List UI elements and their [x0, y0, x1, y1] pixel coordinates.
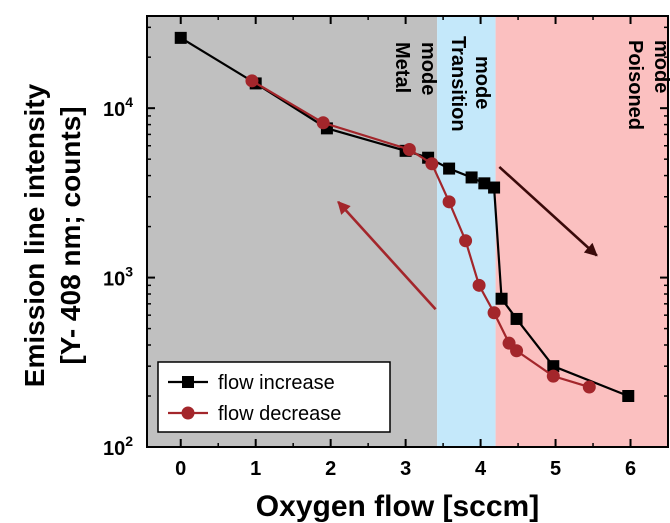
x-tick-label-0: 0	[175, 458, 186, 480]
x-tick-label-1: 1	[250, 458, 261, 480]
data-point-flow-decrease-6	[472, 278, 486, 292]
x-tick-label-4: 4	[475, 458, 487, 480]
y-tick-label-1: 103	[103, 264, 133, 291]
y-axis-label-line-2: [Y- 408 nm; counts]	[55, 106, 86, 364]
data-point-flow-increase-5	[443, 162, 456, 175]
data-point-flow-increase-9	[495, 292, 508, 305]
data-point-flow-decrease-4	[442, 195, 456, 209]
legend-label-flow-decrease: flow decrease	[218, 403, 341, 425]
y-tick-label-2: 104	[103, 94, 133, 121]
legend-label-flow-increase: flow increase	[218, 372, 335, 394]
legend-box	[157, 361, 391, 433]
series-line-flow-decrease	[251, 79, 590, 389]
data-point-flow-increase-11	[547, 360, 560, 373]
region-transition-mode	[437, 16, 496, 447]
series-layer	[174, 31, 635, 403]
data-point-flow-decrease-1	[316, 116, 330, 130]
mode-label-transition-mode-2: mode	[471, 56, 493, 109]
data-point-flow-decrease-11	[582, 380, 596, 394]
legend-marker-flow-decrease	[181, 406, 195, 420]
data-point-flow-decrease-10	[546, 369, 560, 383]
data-point-flow-decrease-3	[425, 157, 439, 171]
plot-frame	[146, 15, 669, 448]
data-point-flow-decrease-0	[245, 74, 259, 88]
direction-arrow-1	[337, 200, 437, 311]
data-point-flow-decrease-7	[487, 306, 501, 320]
data-point-flow-increase-12	[622, 390, 635, 403]
region-poisoned-mode	[495, 16, 668, 447]
mode-label-poisoned-mode-1: Poisoned	[624, 40, 646, 130]
y-tick-label-0: 102	[103, 433, 133, 460]
x-tick-label-6: 6	[625, 458, 636, 480]
mode-label-poisoned-mode-2: mode	[650, 40, 670, 93]
x-tick-label-3: 3	[400, 458, 411, 480]
arrows-layer	[337, 165, 598, 311]
data-point-flow-decrease-9	[510, 344, 524, 358]
mode-label-transition-mode-1: Transition	[447, 36, 469, 132]
data-point-flow-decrease-2	[402, 143, 416, 157]
data-point-flow-increase-10	[510, 312, 523, 325]
data-point-flow-increase-7	[478, 177, 491, 190]
mode-label-metal-mode-1: Metal	[391, 42, 413, 93]
x-tick-label-5: 5	[550, 458, 561, 480]
mode-label-metal-mode-2: mode	[417, 42, 439, 95]
legend: flow increase flow decrease	[157, 361, 391, 433]
x-tick-label-2: 2	[325, 458, 336, 480]
x-axis-label: Oxygen flow [sccm]	[256, 490, 539, 523]
y-axis-label-line-1: Emission line intensity	[19, 83, 50, 387]
data-point-flow-increase-6	[465, 171, 478, 184]
data-point-flow-decrease-5	[459, 234, 473, 248]
data-point-flow-increase-8	[488, 181, 501, 194]
direction-arrow-2	[498, 165, 598, 257]
axes-layer	[146, 15, 669, 448]
legend-marker-flow-increase	[182, 376, 194, 388]
data-point-flow-increase-0	[174, 31, 187, 44]
